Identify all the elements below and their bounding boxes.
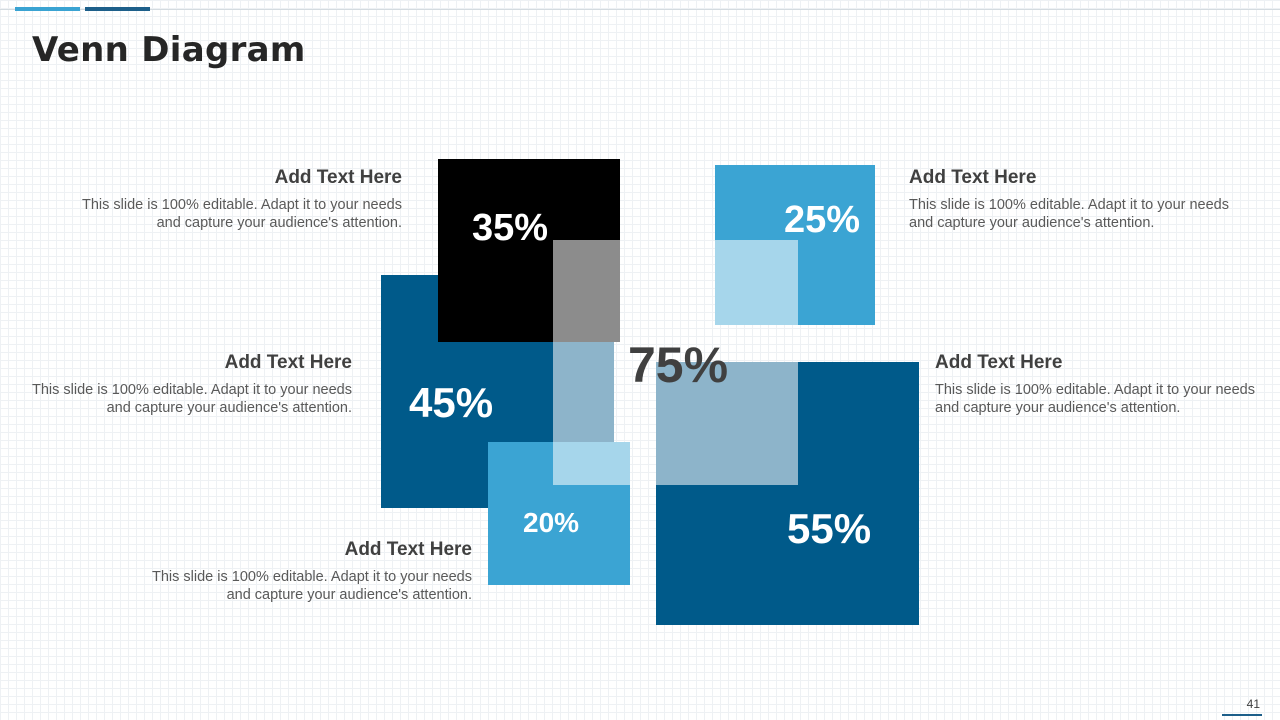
value-25: 25% [784, 199, 861, 241]
text-block-heading: Add Text Here [274, 167, 402, 188]
text-block-body: This slide is 100% editable. Adapt it to… [32, 382, 352, 416]
header-divider [0, 9, 1280, 10]
header-accent-bar-light [15, 7, 80, 11]
text-block-heading: Add Text Here [344, 539, 472, 560]
text-block-top-left: Add Text Here This slide is 100% editabl… [62, 167, 402, 232]
text-block-heading: Add Text Here [224, 352, 352, 373]
value-45: 45% [409, 379, 494, 426]
text-block-body: This slide is 100% editable. Adapt it to… [935, 382, 1255, 416]
value-35: 35% [472, 207, 549, 249]
text-block-body: This slide is 100% editable. Adapt it to… [909, 197, 1229, 231]
overlap-gray-blue-right [656, 362, 798, 485]
center-value: 75% [628, 337, 729, 393]
text-block-heading: Add Text Here [935, 352, 1063, 373]
text-block-heading: Add Text Here [909, 167, 1037, 188]
overlap-pale-blue-top-right [715, 240, 798, 325]
text-block-bottom-left: Add Text Here This slide is 100% editabl… [132, 539, 472, 604]
value-20: 20% [523, 507, 580, 538]
text-block-top-right: Add Text Here This slide is 100% editabl… [909, 167, 1239, 232]
page-title: Venn Diagram [32, 30, 306, 70]
value-55: 55% [787, 505, 872, 552]
text-block-body: This slide is 100% editable. Adapt it to… [82, 197, 402, 231]
text-block-middle-left: Add Text Here This slide is 100% editabl… [12, 352, 352, 417]
page-number-underline [1222, 714, 1262, 716]
text-block-body: This slide is 100% editable. Adapt it to… [152, 569, 472, 603]
overlap-gray [553, 240, 620, 342]
page-number: 41 [1246, 697, 1260, 711]
overlap-pale-blue-left [553, 442, 630, 485]
overlap-gray-blue-left [553, 342, 614, 442]
header-accent-bar-dark [85, 7, 150, 11]
text-block-middle-right: Add Text Here This slide is 100% editabl… [935, 352, 1265, 417]
